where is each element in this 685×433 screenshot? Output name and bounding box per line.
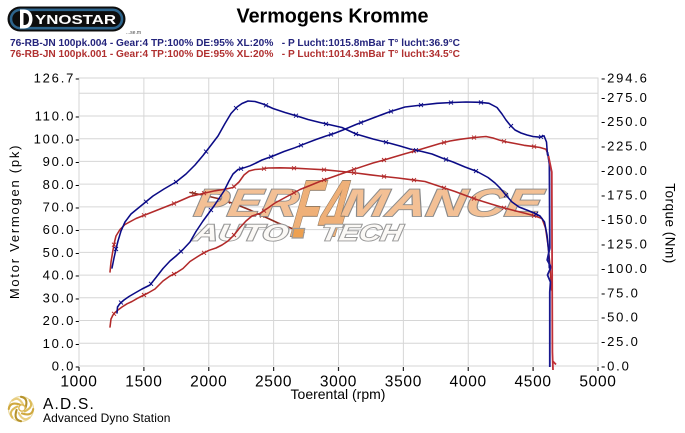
svg-text:Advanced Dyno Station: Advanced Dyno Station xyxy=(43,411,171,425)
svg-text:2000: 2000 xyxy=(190,373,227,390)
svg-text:-294.6: -294.6 xyxy=(601,71,649,86)
svg-text:100.0-: 100.0- xyxy=(34,131,82,146)
svg-text:-25.0: -25.0 xyxy=(601,334,640,349)
svg-text:90.0-: 90.0- xyxy=(43,154,82,169)
svg-text:-125.0: -125.0 xyxy=(601,236,649,251)
svg-text:5000: 5000 xyxy=(579,373,616,390)
svg-text:60.0-: 60.0- xyxy=(43,222,82,237)
svg-text:AUTO: AUTO xyxy=(191,220,291,246)
svg-text:30.0-: 30.0- xyxy=(43,290,82,305)
svg-text:YNOSTAR: YNOSTAR xyxy=(35,13,116,27)
svg-text:2500: 2500 xyxy=(255,373,292,390)
svg-text:-75.0: -75.0 xyxy=(601,285,640,300)
svg-text:40.0-: 40.0- xyxy=(43,268,82,283)
svg-text:Torque (Nm): Torque (Nm) xyxy=(663,183,678,264)
svg-text:110.0-: 110.0- xyxy=(35,109,82,124)
svg-text:PER: PER xyxy=(191,182,302,225)
svg-text:1500: 1500 xyxy=(125,373,162,390)
svg-text:-250.0: -250.0 xyxy=(601,114,649,129)
svg-text:-100.0: -100.0 xyxy=(601,261,649,276)
svg-text:80.0-: 80.0- xyxy=(43,177,82,192)
svg-text:50.0-: 50.0- xyxy=(43,245,82,260)
svg-text:3000: 3000 xyxy=(320,373,357,390)
svg-text:10.0-: 10.0- xyxy=(43,336,82,351)
svg-text:-225.0: -225.0 xyxy=(601,139,649,154)
svg-text:76-RB-JN 100pk.004 - Gear:4 TP: 76-RB-JN 100pk.004 - Gear:4 TP:100% DE:9… xyxy=(10,37,460,49)
svg-text:126.7-: 126.7- xyxy=(34,71,82,86)
svg-text:-175.0: -175.0 xyxy=(601,188,649,203)
svg-text:TECH: TECH xyxy=(319,220,406,246)
svg-text:-0.0: -0.0 xyxy=(601,359,631,374)
svg-text:-200.0: -200.0 xyxy=(601,163,649,178)
svg-text:-150.0: -150.0 xyxy=(601,212,649,227)
svg-text:0.0-: 0.0- xyxy=(52,359,82,374)
svg-text:20.0-: 20.0- xyxy=(43,313,82,328)
svg-text:A.D.S.: A.D.S. xyxy=(43,396,95,413)
svg-text:3500: 3500 xyxy=(385,373,422,390)
svg-text:Vermogens Kromme: Vermogens Kromme xyxy=(237,6,429,28)
svg-text:1000: 1000 xyxy=(60,373,97,390)
svg-text:4500: 4500 xyxy=(514,373,551,390)
svg-text:...se.m: ...se.m xyxy=(126,30,141,36)
svg-text:76-RB-JN 100pk.001 - Gear:4 TP: 76-RB-JN 100pk.001 - Gear:4 TP:100% DE:9… xyxy=(10,48,460,60)
svg-text:Toerental (rpm): Toerental (rpm) xyxy=(291,386,386,402)
svg-text:70.0-: 70.0- xyxy=(43,200,82,215)
svg-text:4000: 4000 xyxy=(450,373,487,390)
svg-text:-275.0: -275.0 xyxy=(601,90,649,105)
svg-text:Motor Vermogen (pk): Motor Vermogen (pk) xyxy=(7,144,22,299)
svg-text:-50.0: -50.0 xyxy=(601,310,640,325)
